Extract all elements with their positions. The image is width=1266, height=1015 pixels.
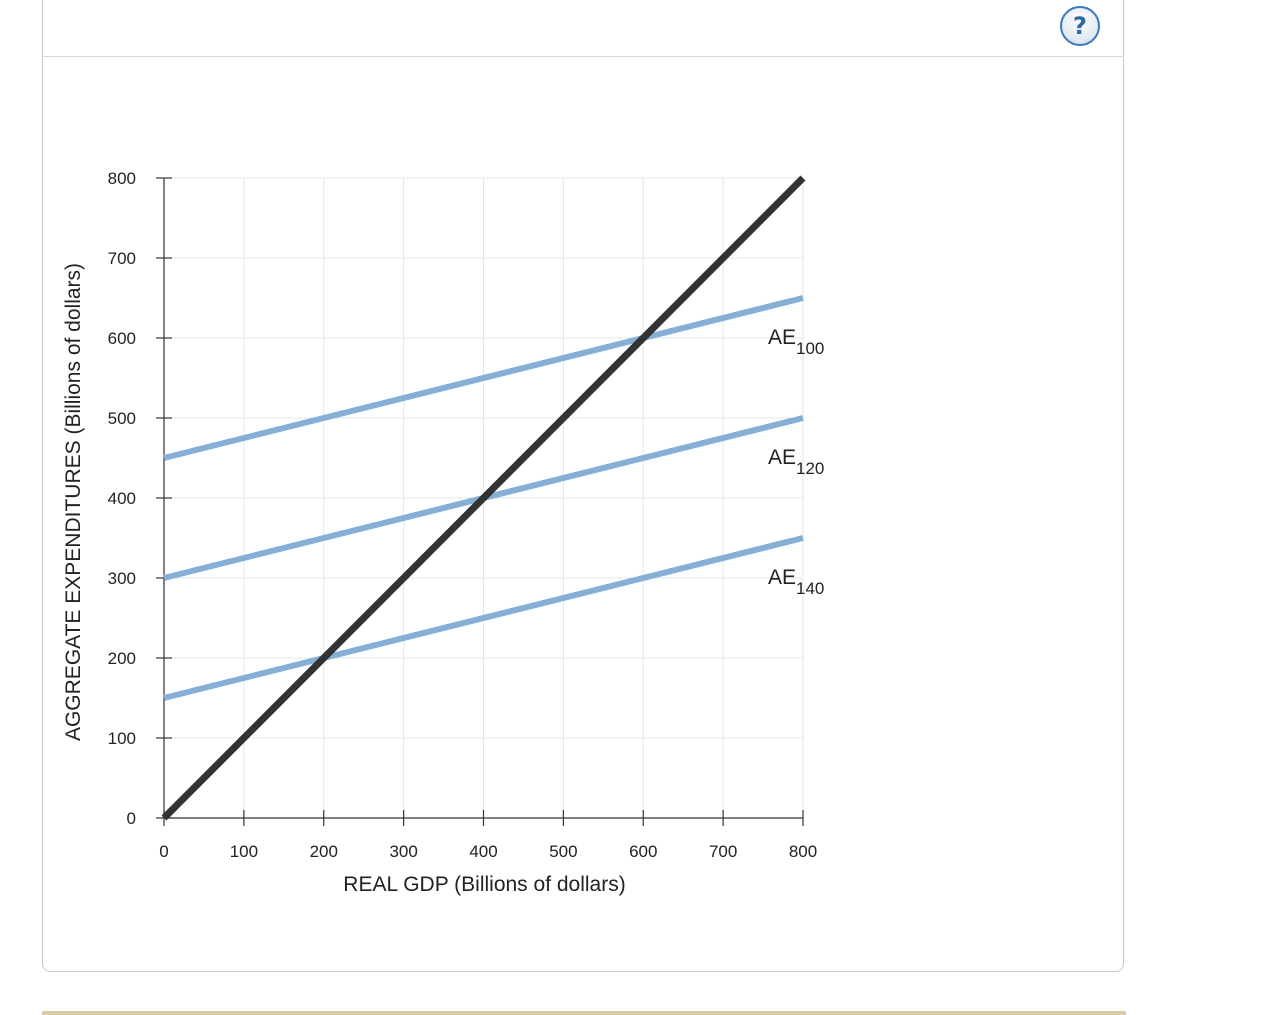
- y-tick-label: 500: [108, 409, 136, 428]
- y-tick-label: 300: [108, 569, 136, 588]
- y-tick-label: 400: [108, 489, 136, 508]
- y-tick-label: 600: [108, 329, 136, 348]
- labels: 0 100 200 300 400 500 600 700 800 0 100 200 300 400 50…: [108, 169, 825, 861]
- y-tick-label: 100: [108, 729, 136, 748]
- series-label-sub: 120: [796, 459, 824, 478]
- x-tick-label: 800: [789, 842, 817, 861]
- help-button[interactable]: ?: [1060, 6, 1100, 46]
- series-label-sub: 140: [796, 579, 824, 598]
- panel-divider: [42, 56, 1124, 57]
- series-line: [163, 295, 804, 461]
- series-label-sub: 100: [796, 339, 824, 358]
- x-tick-label: 300: [389, 842, 417, 861]
- y-tick-label: 800: [108, 169, 136, 188]
- x-tick-label: 500: [549, 842, 577, 861]
- x-tick-label: 600: [629, 842, 657, 861]
- x-tick-label: 0: [159, 842, 168, 861]
- series-label-main: AE: [768, 446, 796, 469]
- series-label-main: AE: [768, 326, 796, 349]
- x-axis-title: REAL GDP (Billions of dollars): [343, 873, 625, 896]
- x-tick-label: 400: [469, 842, 497, 861]
- y-axis-title: AGGREGATE EXPENDITURES (Billions of doll…: [62, 263, 85, 741]
- y-tick-label: 700: [108, 249, 136, 268]
- series-line: [163, 535, 804, 701]
- x-tick-label: 700: [709, 842, 737, 861]
- y-tick-label: 200: [108, 649, 136, 668]
- x-tick-label: 200: [310, 842, 338, 861]
- diagonal-line: [161, 175, 806, 821]
- axes: [156, 177, 804, 826]
- bottom-divider: [42, 1011, 1126, 1015]
- y-tick-label: 0: [127, 809, 136, 828]
- series-label: AE120: [768, 446, 824, 478]
- question-panel: [42, 0, 1124, 972]
- series-label: AE140: [768, 566, 824, 598]
- question-mark-icon: ?: [1073, 12, 1087, 40]
- x-tick-label: 100: [230, 842, 258, 861]
- series-label-main: AE: [768, 566, 796, 589]
- series-label: AE100: [768, 326, 824, 358]
- grid-lines: [164, 177, 804, 818]
- series-lines: [161, 175, 806, 821]
